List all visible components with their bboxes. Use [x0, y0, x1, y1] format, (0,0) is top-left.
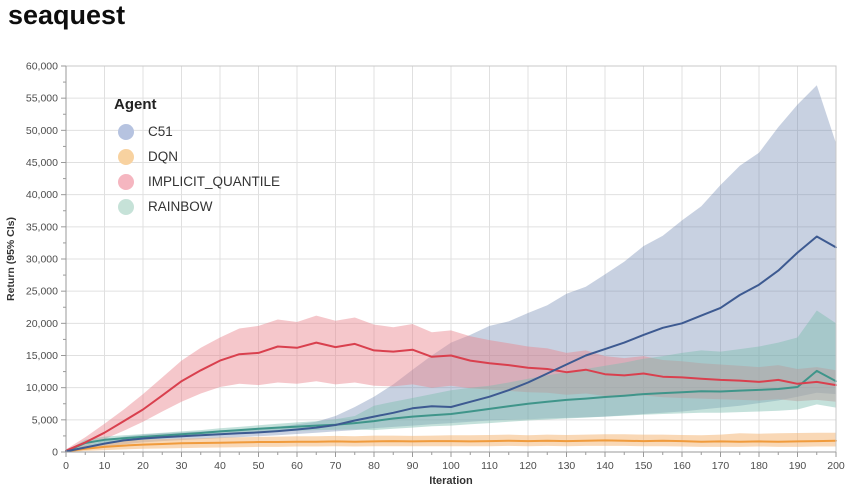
svg-text:20: 20	[137, 460, 149, 472]
legend-item-dqn: DQN	[108, 144, 280, 169]
svg-text:60,000: 60,000	[26, 61, 58, 73]
svg-text:150: 150	[635, 460, 653, 472]
svg-text:200: 200	[827, 460, 845, 472]
legend-label-rainbow: RAINBOW	[148, 199, 213, 214]
svg-text:50,000: 50,000	[26, 125, 58, 137]
svg-text:100: 100	[442, 460, 460, 472]
svg-text:20,000: 20,000	[26, 318, 58, 330]
legend-item-implicit-quantile: IMPLICIT_QUANTILE	[108, 169, 280, 194]
svg-text:15,000: 15,000	[26, 350, 58, 362]
implicit-quantile-swatch-icon	[118, 173, 134, 190]
svg-text:25,000: 25,000	[26, 286, 58, 298]
svg-text:120: 120	[519, 460, 537, 472]
svg-text:180: 180	[750, 460, 768, 472]
svg-text:110: 110	[481, 460, 498, 472]
svg-text:170: 170	[712, 460, 730, 472]
dqn-swatch-icon	[118, 148, 134, 165]
page-title: seaquest	[8, 0, 126, 30]
svg-text:140: 140	[596, 460, 614, 472]
svg-text:60: 60	[291, 460, 303, 472]
svg-text:70: 70	[330, 460, 342, 472]
svg-text:5,000: 5,000	[32, 414, 58, 426]
legend-title: Agent	[114, 96, 157, 113]
svg-text:Return (95% CIs): Return (95% CIs)	[5, 217, 17, 301]
legend-label-dqn: DQN	[148, 149, 178, 164]
svg-text:0: 0	[52, 447, 58, 459]
svg-text:Iteration: Iteration	[429, 475, 473, 487]
svg-text:130: 130	[558, 460, 576, 472]
svg-text:50: 50	[253, 460, 265, 472]
legend-label-implicit-quantile: IMPLICIT_QUANTILE	[148, 174, 281, 189]
svg-text:190: 190	[789, 460, 807, 472]
svg-text:80: 80	[368, 460, 380, 472]
svg-text:160: 160	[673, 460, 691, 472]
svg-text:10,000: 10,000	[26, 382, 58, 394]
legend-item-rainbow: RAINBOW	[108, 194, 280, 219]
svg-text:35,000: 35,000	[26, 221, 58, 233]
svg-text:40,000: 40,000	[26, 189, 58, 201]
c51-swatch-icon	[118, 123, 134, 140]
svg-text:30: 30	[176, 460, 188, 472]
svg-text:40: 40	[214, 460, 226, 472]
svg-text:45,000: 45,000	[26, 157, 58, 169]
svg-text:55,000: 55,000	[26, 93, 58, 105]
rainbow-swatch-icon	[118, 198, 134, 215]
svg-text:0: 0	[63, 460, 69, 472]
svg-text:10: 10	[99, 460, 111, 472]
svg-text:90: 90	[407, 460, 419, 472]
legend: Agent C51 DQN IMPLICIT_QUANTILE RAINBOW	[108, 96, 280, 219]
legend-label-c51: C51	[148, 124, 173, 139]
legend-item-c51: C51	[108, 119, 280, 144]
svg-text:30,000: 30,000	[26, 254, 58, 266]
